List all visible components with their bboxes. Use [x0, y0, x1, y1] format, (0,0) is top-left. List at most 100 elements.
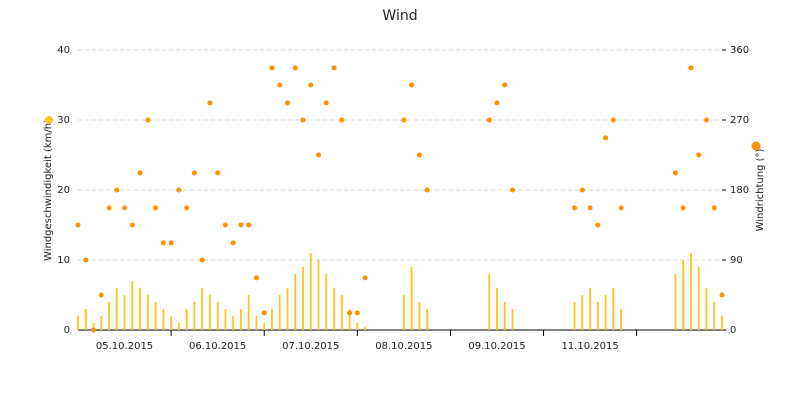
legend-marker	[45, 116, 53, 124]
bar	[139, 288, 141, 330]
point	[215, 170, 221, 176]
point	[354, 310, 360, 316]
bar	[309, 253, 312, 330]
y-tick-label: 0	[64, 325, 70, 336]
bar	[503, 302, 506, 330]
bar	[604, 295, 607, 330]
point	[222, 222, 228, 228]
bar	[340, 295, 343, 330]
point	[277, 82, 283, 88]
bar	[713, 302, 716, 330]
bar	[317, 260, 320, 330]
bar	[123, 295, 126, 330]
bar	[302, 267, 304, 330]
y2-tick-label: 360	[730, 45, 749, 56]
point	[486, 117, 492, 123]
bar	[511, 309, 514, 330]
bar	[247, 295, 250, 330]
point	[269, 65, 275, 71]
y-tick-label: 20	[57, 185, 70, 196]
point	[719, 292, 725, 298]
point	[98, 292, 104, 298]
bar	[581, 295, 584, 330]
bar	[92, 323, 95, 330]
bar	[410, 267, 413, 330]
point	[316, 152, 322, 158]
bar	[705, 288, 708, 330]
bar	[170, 316, 173, 330]
x-tick-label: 06.10.2015	[189, 341, 246, 352]
y-tick-label: 40	[57, 45, 70, 56]
bar	[690, 253, 692, 330]
bar	[682, 260, 685, 330]
bar	[77, 316, 79, 330]
point	[579, 187, 585, 193]
bar	[286, 288, 289, 330]
bar	[263, 323, 266, 330]
bar	[426, 309, 429, 330]
point	[176, 187, 182, 193]
bar	[216, 302, 219, 330]
bar	[255, 316, 258, 330]
bar	[356, 323, 359, 330]
point	[191, 170, 197, 176]
point	[207, 100, 213, 106]
point	[711, 205, 717, 211]
bar	[224, 309, 227, 330]
point	[323, 100, 329, 106]
point	[672, 170, 678, 176]
bar	[325, 274, 328, 330]
point	[688, 65, 694, 71]
point	[587, 205, 593, 211]
chart-title: Wind	[382, 8, 417, 24]
bar	[573, 302, 576, 330]
y2-axis-title: Windrichtung (°)	[755, 149, 766, 232]
point	[137, 170, 143, 176]
legend-marker	[751, 141, 761, 151]
bar	[612, 288, 615, 330]
bar	[185, 309, 188, 330]
point	[401, 117, 407, 123]
bar	[115, 288, 118, 330]
point	[347, 310, 353, 316]
bar	[232, 316, 235, 330]
bar	[146, 295, 149, 330]
bar	[620, 309, 623, 330]
point	[409, 82, 415, 88]
bar	[721, 316, 723, 330]
point	[160, 240, 166, 246]
bar	[596, 302, 599, 330]
bar	[278, 295, 281, 330]
bar	[131, 281, 134, 330]
bar	[402, 295, 405, 330]
point	[424, 187, 430, 193]
point	[292, 65, 298, 71]
bar	[240, 309, 242, 330]
y-tick-label: 10	[57, 255, 70, 266]
point	[703, 117, 709, 123]
point	[618, 205, 624, 211]
point	[595, 222, 601, 228]
y2-tick-label: 90	[730, 255, 743, 266]
point	[603, 135, 609, 141]
point	[145, 117, 151, 123]
point	[122, 205, 128, 211]
point	[184, 205, 190, 211]
bar	[201, 288, 204, 330]
bar	[488, 274, 491, 330]
point	[230, 240, 236, 246]
point	[362, 275, 368, 281]
point	[261, 310, 267, 316]
point	[246, 222, 252, 228]
bar	[154, 302, 157, 330]
point	[572, 205, 578, 211]
point	[129, 222, 135, 228]
point	[153, 205, 159, 211]
point	[610, 117, 616, 123]
point	[339, 117, 345, 123]
point	[253, 275, 259, 281]
point	[91, 327, 97, 333]
x-tick-label: 07.10.2015	[282, 341, 339, 352]
bar	[418, 302, 421, 330]
point	[75, 222, 81, 228]
